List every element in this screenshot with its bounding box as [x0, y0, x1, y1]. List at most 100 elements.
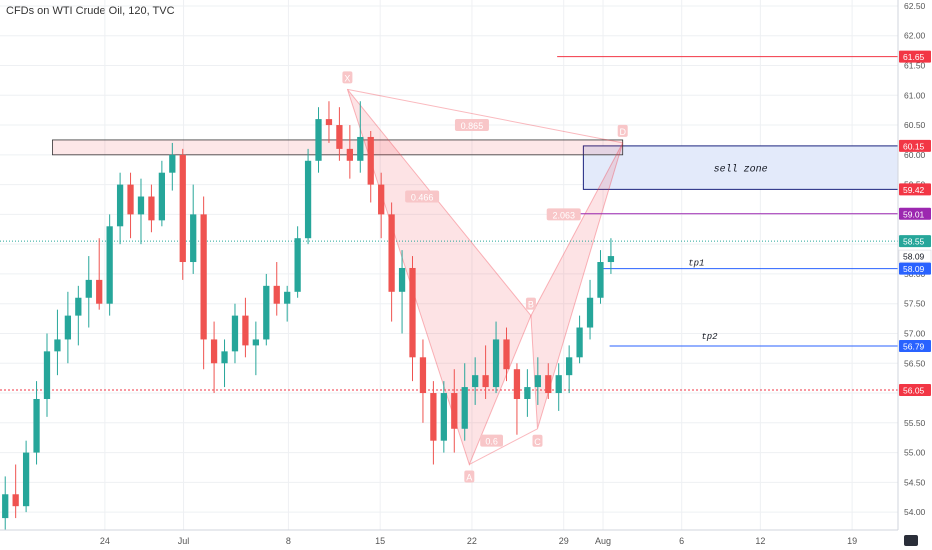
- candle-body: [137, 196, 145, 215]
- price-tag-bg: [899, 207, 931, 220]
- price-tick-label: 55.50: [904, 418, 926, 428]
- pattern-point-d-badge: [617, 124, 628, 137]
- chart-title: CFDs on WTI Crude Oil, 120, TVC: [6, 5, 175, 17]
- candle-body: [378, 184, 385, 215]
- candle-body: [545, 375, 552, 394]
- candle-body: [64, 315, 72, 340]
- candle-body: [357, 136, 364, 161]
- price-tag-61-65: 61.65: [903, 52, 925, 62]
- harmonic-bcd-fill: [530, 142, 624, 429]
- candle-body: [492, 339, 500, 388]
- time-tick-label: 6: [679, 536, 684, 546]
- candle-body: [409, 267, 416, 358]
- candle-body: [158, 172, 166, 221]
- tradingview-logo-icon: [904, 535, 918, 546]
- price-tag-59-01: 59.01: [903, 209, 925, 219]
- candle-body: [294, 238, 301, 292]
- candle-body: [586, 297, 594, 328]
- time-tick-label: 12: [755, 536, 765, 546]
- last-price-tag: 58.09: [903, 252, 925, 262]
- price-tick-label: 57.50: [904, 299, 926, 309]
- candle-body: [263, 285, 270, 340]
- candle-body: [472, 375, 479, 388]
- candle-body: [190, 214, 197, 263]
- ratio-label: 0.466: [411, 193, 434, 203]
- price-tick-label: 62.50: [904, 1, 926, 11]
- price-tick-label: 54.00: [904, 507, 926, 517]
- candle-body: [106, 226, 113, 304]
- candle-body: [566, 357, 573, 376]
- candle-body: [85, 279, 92, 298]
- candle-body: [252, 339, 259, 346]
- candle-body: [419, 357, 427, 394]
- candle-body: [607, 256, 615, 263]
- price-tag-56-79: 56.79: [903, 341, 925, 351]
- price-tag-bg: [899, 50, 931, 63]
- price-tag-bg: [899, 339, 931, 352]
- price-tick-label: 61.50: [904, 61, 926, 71]
- time-tick-label: 24: [100, 536, 110, 546]
- candle-body: [576, 327, 583, 358]
- candle-body: [200, 214, 207, 340]
- candle-body: [273, 285, 280, 304]
- price-tick-label: 55.00: [904, 448, 926, 458]
- pattern-point-x: X: [344, 73, 350, 83]
- candle-body: [54, 339, 61, 352]
- candle-body: [367, 136, 374, 185]
- price-tag-59-42: 59.42: [903, 185, 925, 195]
- candle-body: [346, 148, 353, 161]
- ratio-label: 0.6: [485, 437, 498, 447]
- harmonic-xd-line: [347, 88, 623, 144]
- candle-body: [315, 119, 322, 161]
- ratio-label-badge: [480, 434, 504, 447]
- price-tag-bg: [899, 384, 931, 397]
- candle-body: [179, 154, 186, 263]
- pattern-point-c-badge: [532, 434, 543, 447]
- price-tag-bg: [899, 183, 931, 196]
- candle-body: [388, 214, 395, 292]
- candle-body: [482, 375, 489, 388]
- candle-body: [430, 393, 437, 441]
- last-price-tag-bg: [898, 249, 932, 263]
- candle-body: [503, 339, 510, 370]
- time-tick-label: 29: [559, 536, 569, 546]
- pattern-point-b-badge: [525, 297, 536, 310]
- candle-body: [221, 351, 228, 364]
- pattern-point-b: B: [528, 300, 534, 310]
- candle-body: [461, 387, 468, 429]
- price-tick-label: 61.00: [904, 90, 926, 100]
- candle-body: [22, 452, 30, 507]
- tp1-label: tp1: [688, 259, 704, 269]
- candle-body: [116, 184, 124, 227]
- candle-body: [12, 494, 19, 507]
- ratio-label: 2.063: [552, 210, 575, 220]
- price-tag-58-55: 58.55: [903, 237, 925, 247]
- price-axis-bg: [898, 0, 932, 550]
- price-tick-label: 54.50: [904, 477, 926, 487]
- candle-body: [169, 154, 176, 173]
- harmonic-ac-line: [469, 428, 538, 465]
- candle-body: [127, 184, 134, 215]
- ratio-label-badge: [405, 190, 440, 203]
- price-tag-bg: [899, 235, 931, 248]
- candle-body: [555, 375, 562, 394]
- time-tick-label: 22: [467, 536, 477, 546]
- sell-zone-label: sell zone: [714, 164, 768, 176]
- price-tick-label: 62.00: [904, 31, 926, 41]
- candle-body: [325, 119, 333, 126]
- candle-body: [210, 339, 218, 364]
- candle-body: [513, 369, 521, 399]
- candle-body: [336, 125, 343, 149]
- price-tag-58-09: 58.09: [903, 264, 925, 274]
- price-tick-label: 56.50: [904, 358, 926, 368]
- sell-zone-box: [582, 145, 899, 190]
- candle-body: [398, 267, 406, 292]
- candle-body: [440, 393, 447, 441]
- ratio-label-badge: [454, 119, 489, 132]
- candle-body: [451, 393, 458, 429]
- price-tag-bg: [899, 139, 931, 152]
- candle-body: [524, 387, 531, 399]
- candle-body: [597, 262, 604, 298]
- pattern-point-a-badge: [464, 470, 475, 483]
